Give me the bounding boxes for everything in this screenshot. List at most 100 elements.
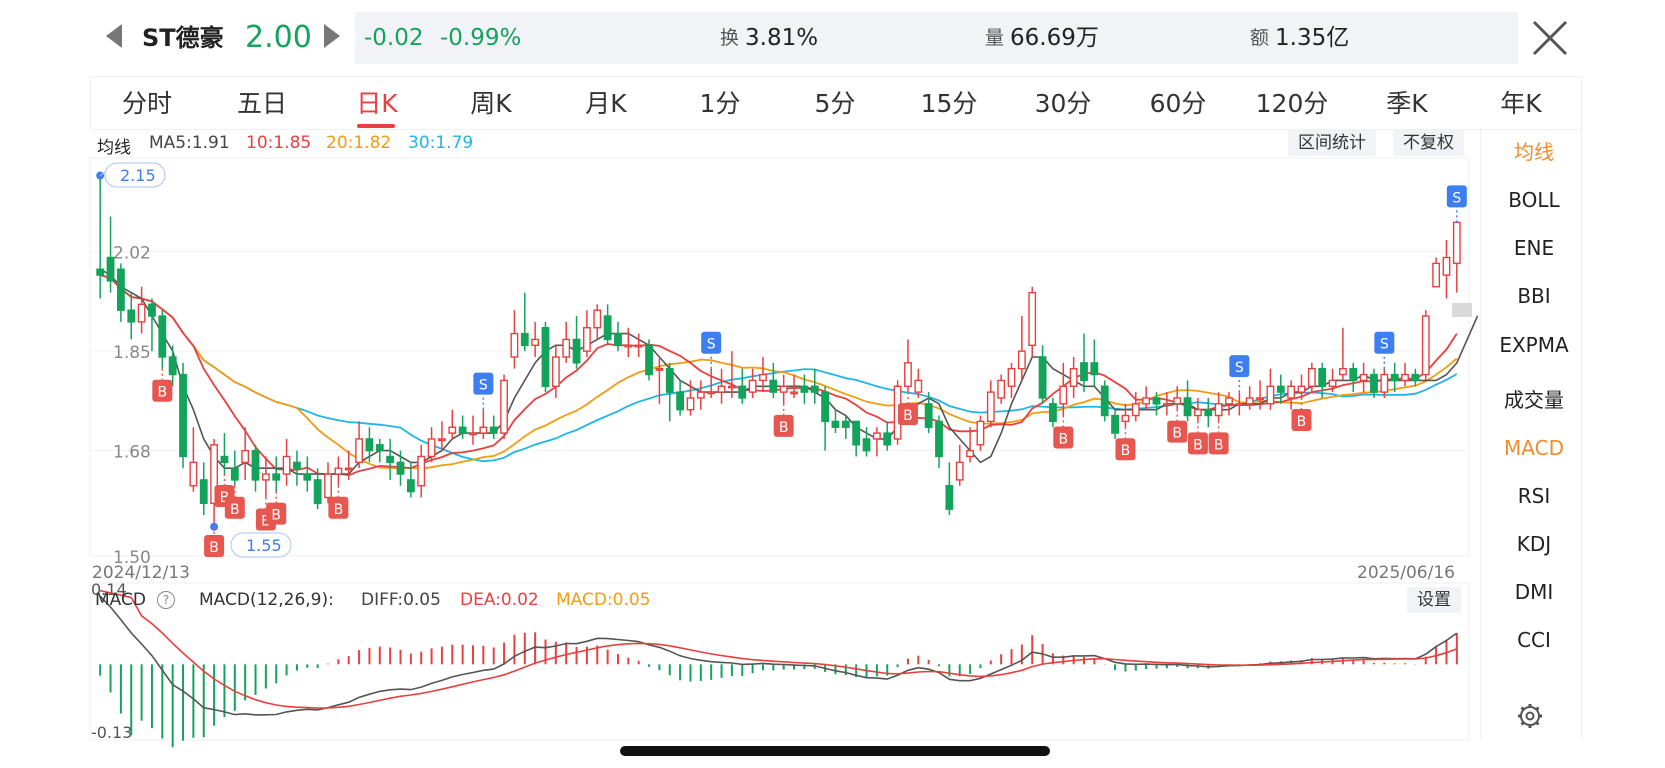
indicator-3[interactable]: BBI bbox=[1517, 284, 1551, 308]
candle-body bbox=[665, 368, 674, 393]
candle-body bbox=[904, 362, 912, 387]
tab-8[interactable]: 30分 bbox=[1034, 89, 1092, 118]
buy-marker bbox=[328, 496, 349, 519]
candle-body bbox=[510, 332, 519, 358]
candle-body bbox=[1452, 221, 1461, 265]
ma10-line bbox=[99, 274, 1458, 477]
active-tab-underline bbox=[357, 124, 395, 128]
candle-body bbox=[727, 385, 736, 389]
candle-body bbox=[551, 356, 560, 387]
candle-body bbox=[748, 379, 757, 393]
indicator-1[interactable]: BOLL bbox=[1508, 188, 1560, 212]
close-icon[interactable] bbox=[1530, 18, 1570, 58]
low-label-box bbox=[230, 532, 292, 558]
tab-10[interactable]: 120分 bbox=[1255, 89, 1329, 118]
tab-0[interactable]: 分时 bbox=[121, 89, 172, 118]
no-adjust-button[interactable]: 不复权 bbox=[1393, 130, 1464, 156]
prev-stock-icon[interactable] bbox=[106, 24, 122, 48]
y-tick-label: 1.50 bbox=[113, 548, 151, 568]
candle-body bbox=[303, 473, 312, 481]
candle-body bbox=[1421, 315, 1430, 376]
candle-body bbox=[1100, 385, 1109, 417]
indicator-7[interactable]: RSI bbox=[1517, 484, 1551, 508]
ma-legend-label: 均线 bbox=[97, 138, 131, 158]
candle-body bbox=[986, 391, 995, 423]
indicator-4[interactable]: EXPMA bbox=[1499, 333, 1569, 357]
help-icon[interactable]: ? bbox=[157, 591, 175, 609]
candle-body bbox=[634, 344, 643, 348]
candle-body bbox=[189, 461, 198, 487]
tab-7[interactable]: 15分 bbox=[920, 89, 978, 118]
interval-stats-button[interactable]: 区间统计 bbox=[1288, 130, 1376, 156]
candle-body bbox=[852, 420, 861, 446]
indicator-0[interactable]: 均线 bbox=[1514, 140, 1554, 164]
candle-body bbox=[645, 344, 653, 376]
tab-4[interactable]: 月K bbox=[585, 89, 627, 118]
candle-body bbox=[966, 449, 974, 458]
candle-body bbox=[1090, 362, 1099, 376]
candle-body bbox=[883, 432, 892, 446]
indicator-9[interactable]: DMI bbox=[1514, 580, 1554, 604]
candle-body bbox=[997, 379, 1006, 399]
ma20-line bbox=[99, 274, 1458, 470]
candle-body bbox=[1080, 362, 1088, 382]
tab-6[interactable]: 5分 bbox=[814, 89, 856, 118]
candle-body bbox=[603, 315, 612, 341]
tab-12[interactable]: 年K bbox=[1500, 89, 1542, 118]
candle-body bbox=[1266, 385, 1275, 405]
candle-body bbox=[313, 479, 322, 505]
ma10-legend: 10:1.85 bbox=[246, 133, 312, 153]
indicator-6[interactable]: MACD bbox=[1504, 436, 1564, 460]
candle-body bbox=[1318, 368, 1327, 387]
sell-marker-label: S bbox=[1235, 360, 1244, 376]
buy-marker-label: B bbox=[220, 490, 230, 506]
tab-11[interactable]: 季K bbox=[1386, 89, 1428, 118]
amount-value: 1.35亿 bbox=[1275, 25, 1350, 51]
date-start: 2024/12/13 bbox=[92, 563, 190, 583]
gear-icon[interactable] bbox=[1516, 702, 1544, 730]
candle-body bbox=[1007, 368, 1016, 387]
candle-body bbox=[1028, 291, 1037, 346]
candle-body bbox=[614, 332, 622, 346]
candle-body bbox=[1194, 408, 1202, 417]
indicator-5[interactable]: 成交量 bbox=[1504, 388, 1564, 412]
candle-body bbox=[769, 379, 778, 393]
candle-body bbox=[676, 391, 685, 411]
buy-marker-label: B bbox=[1058, 432, 1068, 448]
macd-dea: DEA:0.02 bbox=[460, 590, 539, 610]
buy-marker-label: B bbox=[230, 502, 240, 518]
candle-body bbox=[924, 403, 933, 428]
candle-body bbox=[1235, 403, 1244, 407]
macd-settings-button[interactable]: 设置 bbox=[1407, 587, 1461, 613]
candle-body bbox=[572, 338, 581, 364]
buy-marker-label: B bbox=[779, 420, 789, 436]
indicator-8[interactable]: KDJ bbox=[1516, 532, 1552, 556]
ma30-legend: 30:1.79 bbox=[408, 133, 474, 153]
tab-1[interactable]: 五日 bbox=[236, 89, 287, 118]
candle-body bbox=[1069, 368, 1078, 387]
sell-marker bbox=[1374, 331, 1395, 354]
sell-marker bbox=[473, 372, 494, 395]
candle-body bbox=[531, 338, 540, 346]
tab-2[interactable]: 日K bbox=[356, 89, 398, 118]
candle-body bbox=[127, 309, 136, 323]
candle-body bbox=[179, 373, 187, 458]
tab-5[interactable]: 1分 bbox=[699, 89, 741, 118]
candle-body bbox=[1111, 414, 1119, 434]
stock-name: ST德豪 bbox=[142, 24, 224, 52]
candle-body bbox=[427, 438, 436, 458]
candle-body bbox=[230, 467, 239, 481]
macd-pane-frame bbox=[89, 582, 1470, 741]
indicator-10[interactable]: CCI bbox=[1517, 628, 1551, 652]
indicator-2[interactable]: ENE bbox=[1513, 236, 1555, 260]
candle-body bbox=[96, 268, 105, 276]
tab-3[interactable]: 周K bbox=[470, 89, 512, 118]
next-stock-icon[interactable] bbox=[324, 24, 340, 48]
candle-body bbox=[1328, 379, 1337, 387]
candle-body bbox=[1142, 397, 1151, 405]
candle-body bbox=[1307, 368, 1316, 387]
candle-body bbox=[862, 438, 871, 452]
tab-9[interactable]: 60分 bbox=[1149, 89, 1207, 118]
candle-body bbox=[800, 385, 809, 393]
